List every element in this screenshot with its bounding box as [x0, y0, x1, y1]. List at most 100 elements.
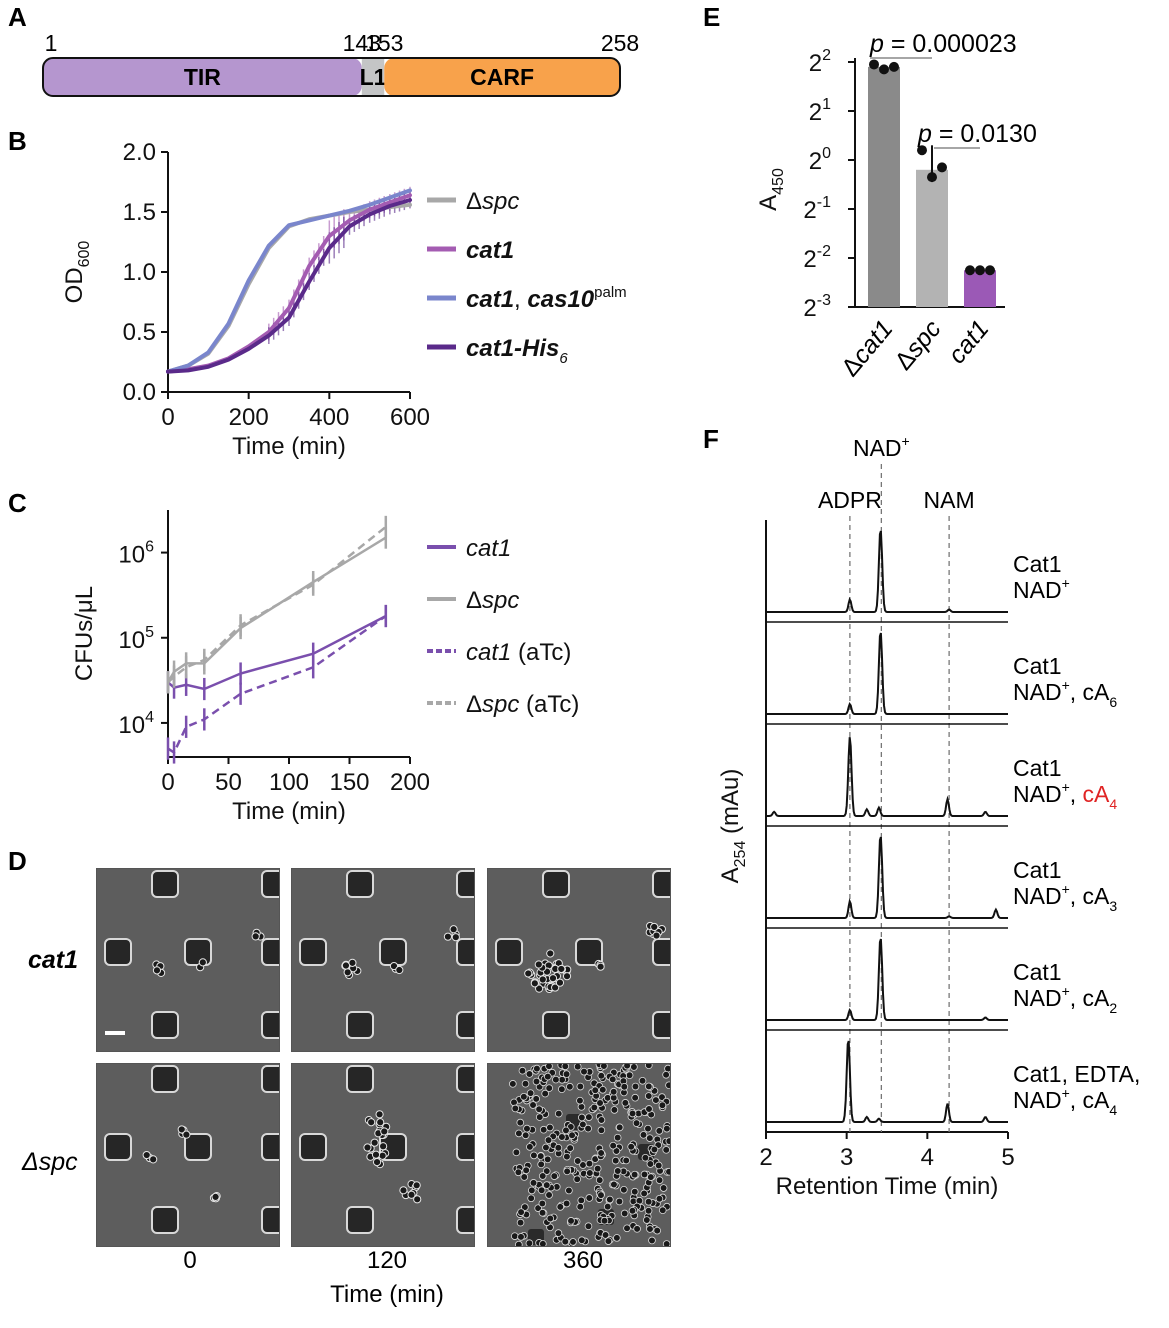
category-label: Δspc: [889, 314, 947, 375]
micropillar: [346, 1206, 374, 1234]
series-line: [166, 188, 412, 374]
bacterial-cell: [642, 1216, 651, 1224]
y-tick-label: 1.5: [123, 199, 156, 226]
y-tick-label: 2-1: [803, 194, 831, 224]
bacterial-cell: [526, 1143, 534, 1151]
tick-exponent: -2: [817, 243, 831, 260]
bacterial-cell: [376, 1118, 385, 1127]
condition-text: NAD: [1013, 577, 1062, 603]
y-tick-label: 21: [809, 96, 831, 126]
marker-label: NAD+: [853, 433, 910, 461]
bacterial-cell: [613, 1133, 622, 1142]
bacterial-cell: [521, 1131, 530, 1140]
residue-position: 1: [45, 30, 58, 56]
bacterial-cell: [509, 1080, 517, 1088]
bacterial-cell: [521, 1203, 529, 1211]
panel-letter-f: F: [703, 424, 719, 454]
superscript: +: [1062, 881, 1070, 897]
bacterial-cell: [641, 1153, 650, 1162]
x-tick-label: 200: [229, 404, 269, 431]
x-tick-label: 0: [161, 769, 174, 796]
bacterial-cell: [543, 1155, 552, 1164]
superscript: +: [1062, 677, 1070, 693]
bacterial-cell: [537, 1186, 546, 1194]
p-value-annotation: p = 0.000023: [869, 30, 1017, 58]
bacterial-cell: [606, 1195, 614, 1204]
condition-text: Cat1: [1013, 653, 1062, 679]
gene-name: spc: [482, 587, 519, 614]
residue-position: 258: [601, 30, 639, 56]
bacterial-cell: [535, 1105, 543, 1114]
bacterial-cell: [546, 1214, 555, 1223]
bacterial-cell: [550, 1172, 559, 1180]
bacterial-cell: [389, 961, 399, 971]
bacterial-cell: [586, 1169, 594, 1177]
micrograph-spc-t360: [487, 1063, 671, 1247]
category-label: Δcat1: [836, 315, 899, 382]
micropillar: [346, 870, 374, 898]
legend-label: Δspc (aTc): [466, 691, 579, 718]
y-axis-label: A450: [755, 168, 787, 211]
bacterial-cell: [545, 1064, 553, 1070]
panel-letter-c: C: [8, 488, 27, 518]
marker-label: NAM: [924, 487, 975, 513]
condition-text: Cat1: [1013, 551, 1062, 577]
marker-name: ADPR: [818, 487, 882, 513]
bacterial-cell: [658, 1206, 667, 1215]
bacterial-cell: [653, 1226, 662, 1235]
micropillar: [261, 1011, 279, 1039]
micropillar: [456, 1011, 474, 1039]
bacterial-cell: [585, 1159, 594, 1168]
bacterial-cell: [655, 1194, 664, 1203]
bacterial-cell: [597, 1149, 605, 1157]
bacterial-cell: [573, 1064, 582, 1071]
domain-label: TIR: [184, 64, 221, 90]
bacterial-cell: [177, 1125, 186, 1134]
bacterial-cell: [558, 1075, 566, 1084]
microscopy-time-0: 0: [183, 1247, 196, 1274]
bacterial-cell: [527, 1194, 535, 1203]
bacterial-cell: [532, 1077, 541, 1086]
bacterial-cell: [370, 1138, 379, 1147]
x-axis-label: Time (min): [232, 433, 346, 460]
bacterial-cell: [665, 1081, 670, 1090]
bacterial-cell: [610, 1180, 618, 1189]
bacterial-cell: [563, 1152, 571, 1161]
x-tick-label: 100: [269, 769, 309, 796]
condition-label: NAD+, cA6: [1013, 677, 1117, 710]
bacterial-cell: [650, 1145, 659, 1154]
bacterial-cell: [615, 1197, 624, 1206]
bacterial-cell: [545, 1084, 553, 1092]
tick-base: 2: [803, 295, 816, 322]
micropillar: [346, 1011, 374, 1039]
bacterial-cell: [363, 1143, 372, 1152]
bacterial-cell: [644, 1124, 652, 1133]
y-axis-label: CFUs/μL: [71, 586, 98, 681]
bacterial-cell: [251, 932, 260, 941]
bacterial-cell: [630, 1170, 639, 1179]
bacterial-cell: [566, 1082, 574, 1091]
highlight-text: cA: [1083, 781, 1111, 807]
bacterial-cell: [659, 1184, 668, 1192]
delta-symbol: Δ: [466, 587, 482, 614]
micropillar: [299, 938, 327, 966]
tick-exponent: 6: [145, 539, 154, 556]
micropillar: [184, 1133, 212, 1161]
bacterial-cell: [633, 1225, 641, 1233]
condition-label: Cat1: [1013, 755, 1062, 781]
bacterial-cell: [615, 1123, 624, 1132]
bacterial-cell: [612, 1147, 621, 1155]
y-tick-label: 20: [809, 145, 831, 175]
micrograph-drawing: [292, 869, 474, 1051]
superscript: palm: [594, 284, 627, 301]
bacterial-cell: [663, 1124, 670, 1133]
bacterial-cell: [577, 1196, 586, 1205]
bacterial-cell: [538, 1208, 547, 1217]
tick-exponent: -3: [817, 292, 831, 309]
condition-label: Cat1: [1013, 959, 1062, 985]
delta-symbol: Δ: [466, 691, 482, 718]
micropillar: [542, 870, 570, 898]
legend-label: cat1-His6: [466, 335, 568, 367]
